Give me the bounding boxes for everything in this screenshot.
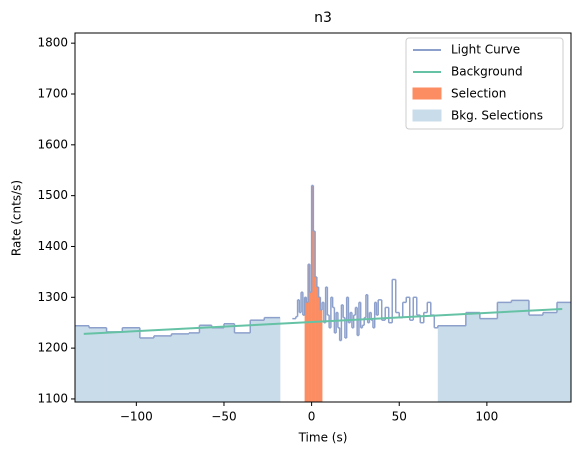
y-axis-label: Rate (cnts/s) (10, 180, 24, 256)
selection-fill (437, 325, 467, 402)
x-tick-label: 50 (392, 410, 407, 424)
y-tick-label: 1400 (37, 239, 68, 253)
y-tick-label: 1800 (37, 36, 68, 50)
selection-fill (497, 302, 512, 402)
selection-fill (153, 335, 172, 402)
selection-fill (465, 312, 481, 402)
legend-label: Selection (451, 87, 506, 101)
selection-fill (556, 302, 571, 402)
y-tick-label: 1300 (37, 290, 68, 304)
selection-fill (122, 327, 141, 402)
x-axis-label: Time (s) (298, 431, 348, 445)
chart-title: n3 (314, 10, 332, 26)
selection-fill (528, 315, 544, 402)
background-line (83, 307, 563, 335)
selection-fill (234, 332, 251, 402)
selection-fill (223, 323, 235, 402)
legend-handle (412, 87, 442, 100)
axes-frame (74, 32, 572, 403)
plot-area (75, 184, 571, 402)
light-curve-risers (88, 185, 558, 341)
selection-fill (308, 264, 311, 402)
selection-fill (309, 292, 312, 402)
y-tick-label: 1500 (37, 188, 68, 202)
selection-fill (313, 231, 316, 402)
selection-fill (306, 302, 309, 402)
selection-fill (188, 332, 200, 402)
selection-fill (264, 317, 281, 402)
selection-fill (171, 333, 190, 402)
selection-fill (315, 276, 318, 402)
selection-fill (89, 327, 107, 402)
selection-fill (75, 325, 90, 402)
y-tick-label: 1100 (37, 391, 68, 405)
selection-fill (139, 337, 155, 402)
selection-fill (479, 318, 498, 402)
y-tick-label: 1700 (37, 86, 68, 100)
selection-fill (211, 327, 225, 402)
legend-label: Bkg. Selections (451, 109, 543, 123)
selection-fill (199, 325, 213, 402)
legend-box (405, 37, 564, 130)
x-tick-label: 0 (308, 410, 316, 424)
selection-fill (511, 300, 530, 402)
selection-fill (250, 320, 265, 402)
x-tick-label: −50 (211, 410, 236, 424)
selection-fill (318, 297, 321, 402)
x-tick-label: −100 (120, 410, 153, 424)
legend-label: Light Curve (451, 43, 520, 57)
y-tick-label: 1200 (37, 341, 68, 355)
selection-fill (304, 297, 307, 402)
legend-label: Background (451, 65, 523, 79)
legend-handle (412, 109, 442, 122)
selection-fill (316, 287, 319, 402)
selection-fill (542, 312, 558, 402)
x-tick-label: 100 (475, 410, 498, 424)
selection-fill (106, 331, 123, 402)
selection-fill (320, 310, 323, 402)
y-tick-label: 1600 (37, 137, 68, 151)
selection-fill (311, 185, 314, 402)
